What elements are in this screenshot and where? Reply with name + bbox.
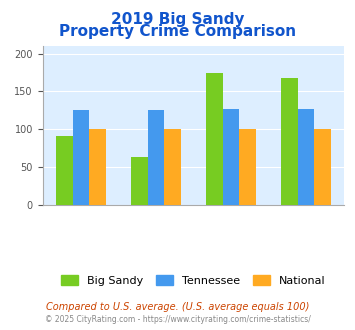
- Bar: [89, 129, 106, 205]
- Bar: [223, 109, 239, 205]
- Bar: [281, 78, 297, 205]
- Bar: [131, 157, 148, 205]
- Bar: [297, 109, 314, 205]
- Text: Property Crime Comparison: Property Crime Comparison: [59, 24, 296, 39]
- Bar: [148, 110, 164, 205]
- Text: Compared to U.S. average. (U.S. average equals 100): Compared to U.S. average. (U.S. average …: [46, 302, 309, 312]
- Bar: [164, 129, 181, 205]
- Bar: [239, 129, 256, 205]
- Bar: [206, 73, 223, 205]
- Text: © 2025 CityRating.com - https://www.cityrating.com/crime-statistics/: © 2025 CityRating.com - https://www.city…: [45, 315, 310, 324]
- Bar: [73, 110, 89, 205]
- Legend: Big Sandy, Tennessee, National: Big Sandy, Tennessee, National: [57, 270, 330, 290]
- Bar: [314, 129, 331, 205]
- Text: 2019 Big Sandy: 2019 Big Sandy: [111, 12, 244, 26]
- Bar: [56, 136, 73, 205]
